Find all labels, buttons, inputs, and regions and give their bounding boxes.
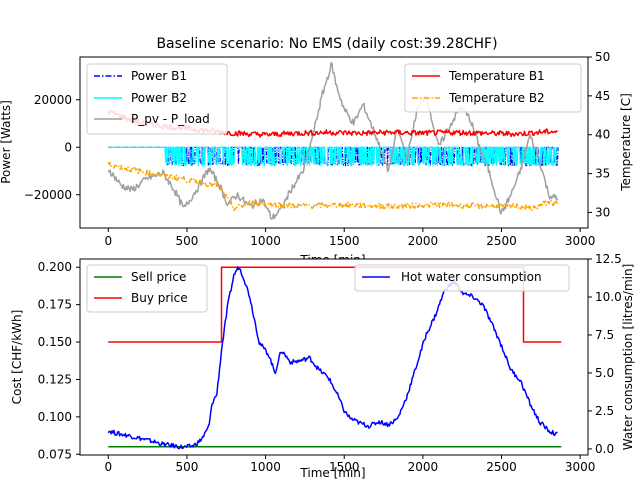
- legend-label-sell-price: Sell price: [131, 270, 186, 284]
- bottom-x-ticks: 0 500 1000 1500 2000 2500 3000: [104, 460, 595, 474]
- top-y-tick-label: −20000: [24, 188, 72, 202]
- top-x-tick-label: 2000: [408, 234, 439, 248]
- bottom-legend-right: Hot water consumption: [354, 264, 570, 292]
- top-x-tick-label: 0: [104, 234, 112, 248]
- bottom-y-right-tick-label: 0.0: [595, 442, 614, 456]
- legend-label-buy-price: Buy price: [131, 291, 188, 305]
- bottom-plot-frame: [79, 258, 589, 456]
- bottom-y-tick-label: 0.150: [38, 335, 72, 349]
- top-y-right-tick-label: 40: [595, 128, 610, 142]
- bottom-panel: 0 500 1000 1500 2000 2500 3000 Time [min…: [10, 252, 635, 480]
- bottom-x-axis-label: Time [min]: [299, 466, 365, 480]
- legend-box: [404, 63, 582, 113]
- bottom-y-tick-label: 0.175: [38, 298, 72, 312]
- bottom-y-right-tick-label: 10.0: [595, 290, 622, 304]
- top-x-tick-label: 1000: [250, 234, 281, 248]
- bottom-y-right-ticks: 0.0 2.5 5.0 7.5 10.0 12.5: [595, 252, 622, 456]
- top-x-tick-label: 500: [175, 234, 198, 248]
- top-legend-right: Temperature B1 Temperature B2: [404, 63, 582, 113]
- legend-label-temp-b2: Temperature B2: [448, 91, 545, 105]
- top-x-tick-label: 2500: [486, 234, 517, 248]
- bottom-x-tick-label: 0: [104, 460, 112, 474]
- bottom-y-tick-label: 0.200: [38, 260, 72, 274]
- legend-label-power-b1: Power B1: [131, 69, 187, 83]
- bottom-x-tick-label: 1500: [329, 460, 360, 474]
- top-y-axis-label: Power [Watts]: [0, 100, 13, 184]
- legend-label-hot-water: Hot water consumption: [401, 270, 542, 284]
- legend-box: [354, 264, 570, 292]
- bottom-y-tick-label: 0.075: [38, 447, 72, 461]
- bottom-y-right-axis-label: Water consumption [litres/min]: [621, 264, 635, 451]
- bottom-y-right-tick-label: 7.5: [595, 328, 614, 342]
- top-y-tick-label: 20000: [34, 93, 72, 107]
- bottom-x-tick-label: 500: [175, 460, 198, 474]
- top-chart-title: Baseline scenario: No EMS (daily cost:39…: [156, 36, 497, 52]
- top-x-ticks: 0 500 1000 1500 2000 2500 3000: [104, 234, 595, 248]
- bottom-y-right-tick-label: 5.0: [595, 366, 614, 380]
- bottom-x-tick-label: 2000: [408, 460, 439, 474]
- top-y-ticks: −20000 0 20000: [24, 93, 72, 202]
- series-line-temperature-b2: [107, 161, 559, 212]
- series-line-hot-water-consumption: [107, 266, 558, 450]
- top-y-right-tick-label: 30: [595, 205, 610, 219]
- bottom-x-tick-label: 1000: [250, 460, 281, 474]
- top-y-right-tick-label: 35: [595, 167, 610, 181]
- bottom-y-tick-label: 0.100: [38, 410, 72, 424]
- bottom-y-ticks: 0.075 0.100 0.125 0.150 0.175 0.200: [38, 260, 72, 461]
- top-plot-frame: [79, 56, 589, 229]
- bottom-x-tick-label: 2500: [486, 460, 517, 474]
- top-x-tick-label: 3000: [565, 234, 596, 248]
- top-panel: Baseline scenario: No EMS (daily cost:39…: [0, 36, 633, 267]
- top-y-right-tick-label: 45: [595, 89, 610, 103]
- bottom-y-axis-label: Cost [CHF/kWh]: [10, 310, 24, 405]
- bottom-y-tick-label: 0.125: [38, 372, 72, 386]
- top-legend-left: Power B1 Power B2 P_pv - P_load: [86, 63, 228, 135]
- top-y-tick-label: 0: [64, 140, 72, 154]
- legend-label-temp-b1: Temperature B1: [448, 69, 545, 83]
- legend-label-power-b2: Power B2: [131, 91, 187, 105]
- bottom-x-tick-label: 3000: [565, 460, 596, 474]
- bottom-legend-left: Sell price Buy price: [86, 264, 208, 313]
- top-y-right-tick-label: 50: [595, 50, 610, 64]
- bottom-y-right-tick-label: 12.5: [595, 252, 622, 266]
- top-x-tick-label: 1500: [329, 234, 360, 248]
- series-line-p-pv-p-load: [107, 62, 559, 220]
- top-y-right-ticks: 30 35 40 45 50: [595, 50, 610, 219]
- legend-label-pv-load: P_pv - P_load: [131, 112, 210, 126]
- top-y-right-axis-label: Temperature [C]: [619, 93, 633, 192]
- bottom-y-right-tick-label: 2.5: [595, 404, 614, 418]
- legend-box: [86, 63, 228, 135]
- top-series-group: [107, 62, 559, 220]
